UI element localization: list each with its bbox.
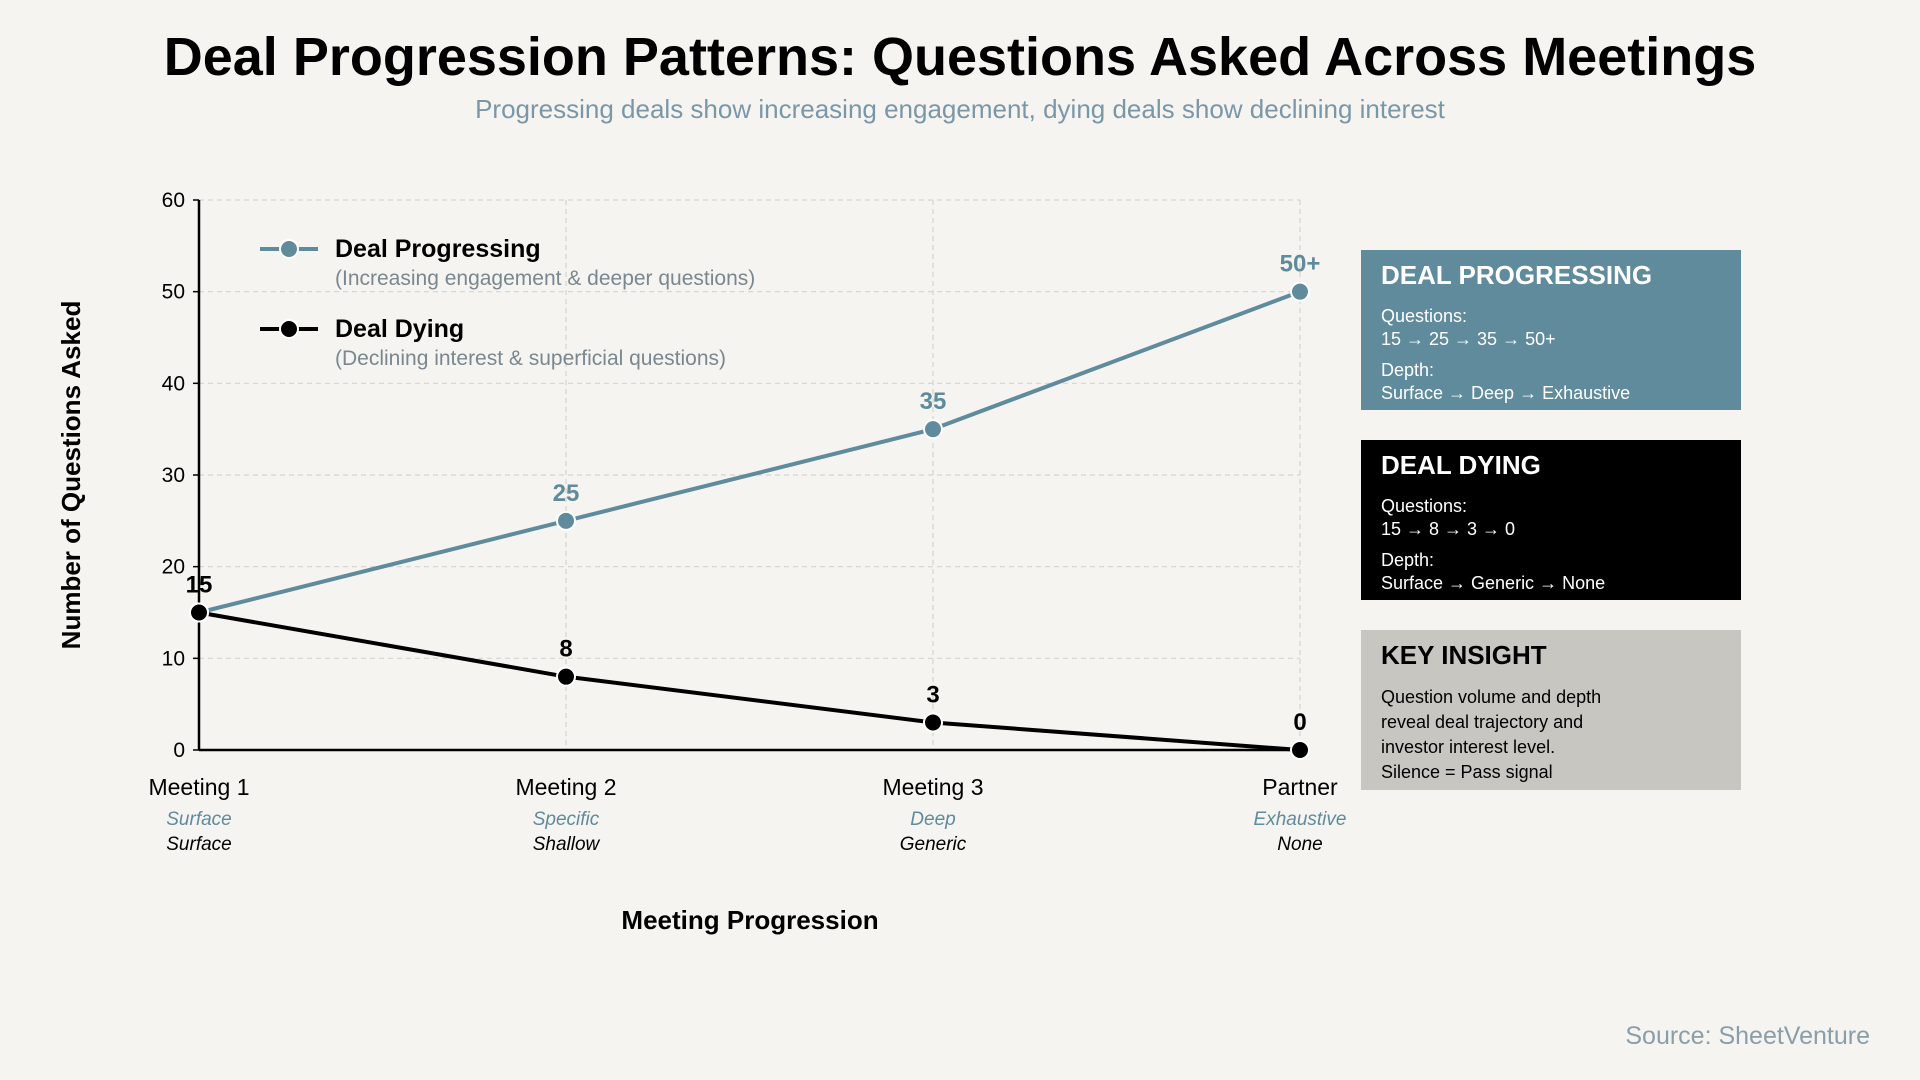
x-depth-progressing: Specific (533, 809, 600, 830)
data-label-dying: 3 (926, 682, 939, 709)
data-labels: 25 35 50+ 15 8 3 0 (186, 251, 1321, 736)
legend-name-progressing: Deal Progressing (335, 235, 541, 263)
series-line-dying (198, 610, 1301, 752)
box-progressing-depth-value: Surface → Deep → Exhaustive (1381, 383, 1631, 403)
data-point-progressing (1290, 281, 1310, 302)
legend-item-dying[interactable]: Deal Dying (Declining interest & superfi… (260, 315, 726, 370)
data-label-dying: 15 (186, 572, 213, 599)
x-tick-label: Meeting 2 (515, 774, 616, 800)
data-point-dying (556, 666, 576, 687)
x-depth-progressing: Deep (910, 809, 955, 830)
box-progressing-depth-label: Depth: (1381, 360, 1435, 380)
x-depth-dying: Generic (900, 834, 967, 855)
y-tick-label: 10 (162, 647, 185, 670)
x-tick-label: Meeting 1 (148, 774, 249, 800)
chart-subtitle: Progressing deals show increasing engage… (475, 94, 1446, 124)
key-insight-box: KEY INSIGHT Question volume and depth re… (1361, 630, 1741, 790)
legend-desc-dying: (Declining interest & superficial questi… (335, 347, 726, 370)
box-insight-line: reveal deal trajectory and (1381, 712, 1584, 732)
data-point-dying (923, 712, 943, 733)
deal-progressing-box: DEAL PROGRESSING Questions: 15 → 25 → 35… (1361, 250, 1741, 410)
x-depth-progressing: Exhaustive (1254, 809, 1347, 830)
y-tick-labels: 0 10 20 30 40 50 60 (162, 189, 199, 762)
data-point-progressing (556, 510, 576, 531)
legend-marker-progressing (279, 239, 299, 259)
legend-item-progressing[interactable]: Deal Progressing (Increasing engagement … (260, 235, 755, 290)
x-depth-dying: None (1277, 834, 1322, 855)
x-tick-labels: Meeting 1 Surface Surface Meeting 2 Specific… (148, 774, 1346, 855)
box-dying-depth-label: Depth: (1381, 550, 1435, 570)
x-depth-dying: Surface (166, 834, 231, 855)
box-insight-line: Silence = Pass signal (1381, 762, 1553, 782)
series-line-progressing (198, 289, 1301, 615)
data-label-progressing: 50+ (1280, 251, 1321, 278)
data-point-progressing (923, 419, 943, 440)
data-label-dying: 0 (1293, 709, 1306, 736)
y-axis-title: Number of Questions Asked (56, 301, 86, 650)
y-tick-label: 20 (162, 556, 185, 579)
y-tick-label: 40 (162, 372, 185, 395)
y-tick-label: 50 (162, 281, 185, 304)
x-depth-progressing: Surface (166, 809, 231, 830)
y-tick-label: 60 (162, 189, 185, 212)
x-tick-label: Partner (1262, 774, 1338, 800)
legend: Deal Progressing (Increasing engagement … (260, 235, 755, 370)
series (189, 281, 1310, 760)
data-label-progressing: 25 (553, 480, 580, 507)
y-tick-label: 0 (173, 739, 185, 762)
x-tick-label: Meeting 3 (882, 774, 983, 800)
legend-name-dying: Deal Dying (335, 315, 464, 343)
chart-title: Deal Progression Patterns: Questions Ask… (164, 27, 1756, 87)
x-axis-title: Meeting Progression (621, 905, 878, 935)
data-point-dying (1290, 740, 1310, 760)
legend-desc-progressing: (Increasing engagement & deeper question… (335, 267, 755, 290)
box-dying-questions-label: Questions: (1381, 496, 1468, 516)
box-dying-title: DEAL DYING (1381, 450, 1541, 480)
box-dying-questions-value: 15 → 8 → 3 → 0 (1381, 519, 1516, 539)
box-insight-title: KEY INSIGHT (1381, 640, 1547, 670)
box-progressing-title: DEAL PROGRESSING (1381, 260, 1653, 290)
x-depth-dying: Shallow (533, 834, 601, 855)
box-dying-depth-value: Surface → Generic → None (1381, 573, 1606, 593)
deal-dying-box: DEAL DYING Questions: 15 → 8 → 3 → 0 Dep… (1361, 440, 1741, 600)
data-point-dying (189, 602, 209, 623)
box-progressing-questions-value: 15 → 25 → 35 → 50+ (1381, 329, 1556, 349)
data-label-dying: 8 (559, 636, 572, 663)
box-progressing-questions-label: Questions: (1381, 306, 1468, 326)
box-insight-line: investor interest level. (1381, 737, 1556, 757)
y-tick-label: 30 (162, 464, 185, 487)
source-note: Source: SheetVenture (1625, 1022, 1870, 1050)
data-label-progressing: 35 (920, 388, 947, 415)
legend-marker-dying (279, 319, 299, 339)
box-insight-line: Question volume and depth (1381, 687, 1602, 707)
